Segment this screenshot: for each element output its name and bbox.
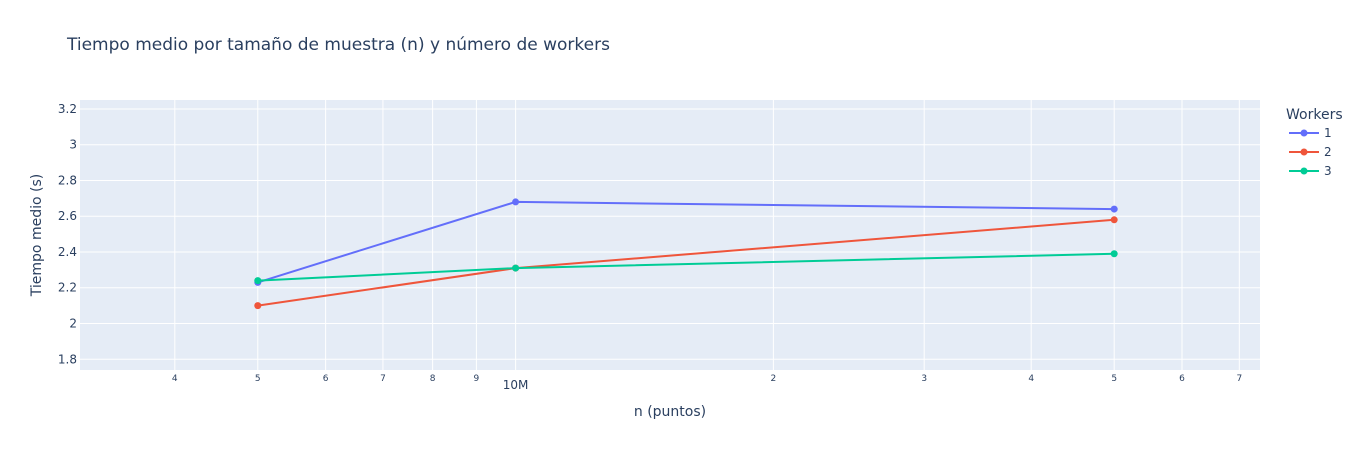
- y-tick-label: 3: [69, 138, 77, 152]
- legend-marker: [1300, 167, 1308, 175]
- plot-area: [80, 100, 1260, 370]
- y-tick-label: 2.6: [58, 209, 77, 223]
- y-tick-label: 2: [69, 317, 77, 331]
- y-tick-label: 3.2: [58, 102, 77, 116]
- x-tick-label: 9: [474, 374, 480, 384]
- data-point[interactable]: [1110, 250, 1118, 258]
- y-tick-label: 2.8: [58, 173, 77, 187]
- x-tick-label: 10M: [503, 378, 529, 392]
- x-tick-label: 6: [1179, 374, 1185, 384]
- x-tick-label: 4: [172, 374, 178, 384]
- chart-title: Tiempo medio por tamaño de muestra (n) y…: [66, 35, 610, 55]
- x-axis-title: n (puntos): [634, 404, 706, 420]
- legend-item-1[interactable]: 1: [1289, 126, 1332, 140]
- legend-item-3[interactable]: 3: [1289, 164, 1332, 178]
- x-tick-label: 6: [323, 374, 329, 384]
- data-point[interactable]: [512, 198, 520, 206]
- y-axis-title: Tiempo medio (s): [29, 174, 45, 297]
- x-tick-label: 5: [1111, 374, 1117, 384]
- x-tick-label: 3: [921, 374, 927, 384]
- legend[interactable]: Workers 1 2 3: [1286, 107, 1343, 178]
- x-tick-label: 8: [430, 374, 436, 384]
- legend-label: 3: [1324, 164, 1332, 178]
- data-point[interactable]: [1110, 216, 1118, 224]
- y-tick-label: 2.4: [58, 245, 77, 259]
- y-axis-ticks: 1.8 2 2.2 2.4 2.6 2.8 3 3.2: [58, 102, 77, 366]
- y-tick-label: 2.2: [58, 281, 77, 295]
- legend-marker: [1300, 129, 1308, 137]
- data-point[interactable]: [254, 277, 262, 285]
- legend-item-2[interactable]: 2: [1289, 145, 1332, 159]
- x-tick-label: 4: [1028, 374, 1034, 384]
- legend-title: Workers: [1286, 107, 1343, 123]
- data-point[interactable]: [254, 302, 262, 310]
- legend-marker: [1300, 148, 1308, 156]
- series-3: [254, 250, 1118, 285]
- x-tick-label: 2: [771, 374, 777, 384]
- data-point[interactable]: [1110, 205, 1118, 213]
- x-tick-label: 7: [1236, 374, 1242, 384]
- y-tick-label: 1.8: [58, 352, 77, 366]
- gridlines: [80, 100, 1260, 370]
- data-point[interactable]: [512, 264, 520, 272]
- series-layer: [254, 198, 1118, 310]
- x-axis-ticks: 4 5 6 7 8 9 10M 2 3 4 5 6 7: [172, 374, 1242, 392]
- x-tick-label: 5: [255, 374, 261, 384]
- legend-label: 1: [1324, 126, 1332, 140]
- legend-label: 2: [1324, 145, 1332, 159]
- x-tick-label: 7: [380, 374, 386, 384]
